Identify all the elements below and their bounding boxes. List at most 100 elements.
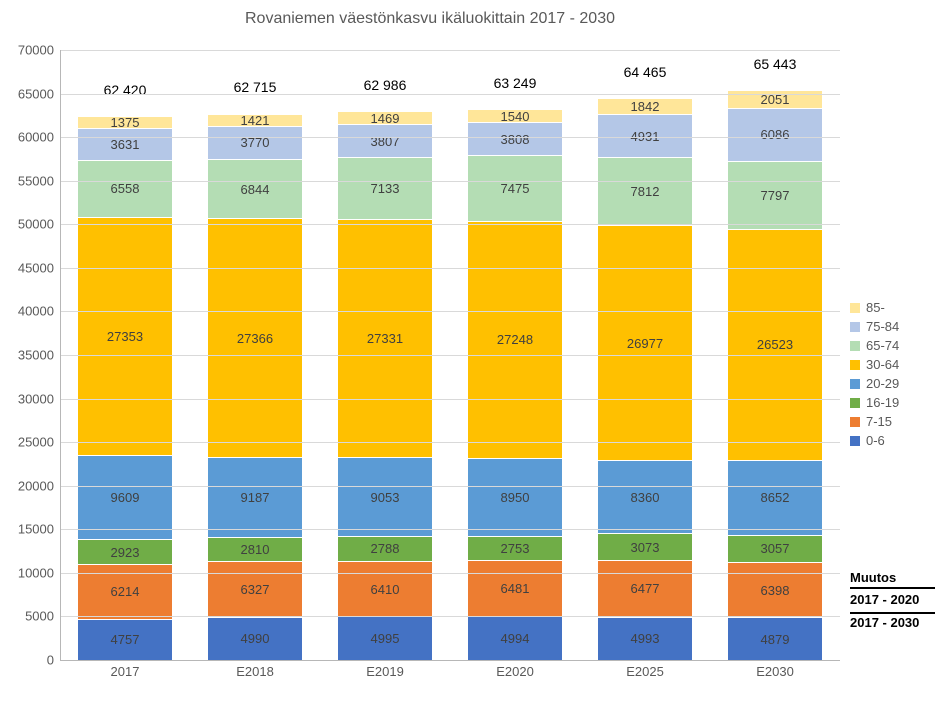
bar-segment: 3770 — [208, 126, 302, 159]
muutos-row: 2017 - 2030 — [850, 612, 935, 633]
grid-line — [60, 529, 840, 530]
bar-segment: 1469 — [338, 111, 432, 124]
bar-segment-label: 6410 — [371, 582, 400, 597]
chart-legend: 85-75-8465-7430-6420-2916-197-150-6 — [850, 300, 935, 452]
bar-segment-label: 6086 — [761, 127, 790, 142]
bar-total-label: 63 249 — [468, 75, 562, 91]
legend-swatch — [850, 360, 860, 370]
y-tick-label: 10000 — [18, 565, 54, 580]
bar-segment: 6086 — [728, 108, 822, 161]
bar-segment: 1540 — [468, 109, 562, 122]
grid-line — [60, 486, 840, 487]
bar-segment-label: 2788 — [371, 541, 400, 556]
y-tick-label: 25000 — [18, 435, 54, 450]
bar-segment-label: 2753 — [501, 541, 530, 556]
bar-segment: 4995 — [338, 616, 432, 660]
legend-item: 0-6 — [850, 433, 935, 448]
legend-item: 65-74 — [850, 338, 935, 353]
bar-segment-label: 4993 — [631, 631, 660, 646]
bar-segment: 6844 — [208, 159, 302, 219]
y-tick-label: 0 — [47, 653, 54, 668]
bar-segment: 6327 — [208, 561, 302, 616]
legend-label: 75-84 — [866, 319, 899, 334]
bar-segment-label: 4990 — [241, 631, 270, 646]
bar-segment-label: 3057 — [761, 541, 790, 556]
y-tick-label: 30000 — [18, 391, 54, 406]
bar-segment-label: 4994 — [501, 631, 530, 646]
bar-segment: 6481 — [468, 560, 562, 616]
bar-segment-label: 3807 — [371, 134, 400, 149]
bar-segment-label: 1421 — [241, 113, 270, 128]
y-tick-label: 45000 — [18, 260, 54, 275]
bar-segment-label: 6214 — [111, 584, 140, 599]
legend-swatch — [850, 303, 860, 313]
bar-segment-label: 4995 — [371, 631, 400, 646]
bar-segment: 7133 — [338, 157, 432, 219]
bar-segment: 2810 — [208, 537, 302, 561]
bar-segment-label: 7797 — [761, 188, 790, 203]
bar-segment: 4994 — [468, 616, 562, 660]
bar-segment-label: 1469 — [371, 111, 400, 126]
bar-segment-label: 3073 — [631, 540, 660, 555]
legend-label: 7-15 — [866, 414, 892, 429]
bar-segment-label: 1540 — [501, 109, 530, 124]
legend-label: 0-6 — [866, 433, 885, 448]
y-tick-label: 65000 — [18, 86, 54, 101]
bar-segment-label: 6398 — [761, 583, 790, 598]
bar-total-label: 65 443 — [728, 56, 822, 72]
y-tick-label: 35000 — [18, 348, 54, 363]
bar-segment-label: 2923 — [111, 545, 140, 560]
bar-segment: 2051 — [728, 90, 822, 108]
legend-swatch — [850, 398, 860, 408]
bar-segment-label: 9053 — [371, 490, 400, 505]
y-tick-label: 55000 — [18, 173, 54, 188]
bar-segment: 6410 — [338, 561, 432, 617]
bar-segment: 3057 — [728, 535, 822, 562]
bar-segment: 8360 — [598, 460, 692, 533]
bar-segment: 4990 — [208, 617, 302, 660]
bar-segment-label: 27248 — [497, 332, 533, 347]
bar-segment-label: 7812 — [631, 184, 660, 199]
bar-segment: 4993 — [598, 617, 692, 661]
bar-segment: 3807 — [338, 124, 432, 157]
bar-segment-label: 9187 — [241, 490, 270, 505]
bar-segment-label: 1375 — [111, 115, 140, 130]
y-tick-label: 15000 — [18, 522, 54, 537]
bar-segment: 8950 — [468, 458, 562, 536]
x-tick-label: E2025 — [580, 664, 710, 679]
bar-segment: 4879 — [728, 617, 822, 660]
grid-line — [60, 399, 840, 400]
bar-segment: 2788 — [338, 536, 432, 560]
legend-label: 16-19 — [866, 395, 899, 410]
chart-title: Rovaniemen väestönkasvu ikäluokittain 20… — [0, 10, 860, 28]
bar-segment: 7797 — [728, 161, 822, 229]
bar-segment: 1421 — [208, 114, 302, 126]
y-axis-line — [60, 50, 61, 660]
bar-segment: 26977 — [598, 225, 692, 460]
x-tick-label: E2020 — [450, 664, 580, 679]
bar-segment-label: 7475 — [501, 181, 530, 196]
x-axis-line — [60, 660, 840, 661]
y-tick-label: 5000 — [25, 609, 54, 624]
bar-segment-label: 8950 — [501, 490, 530, 505]
grid-line — [60, 224, 840, 225]
grid-line — [60, 94, 840, 95]
y-tick-label: 40000 — [18, 304, 54, 319]
chart-x-axis-labels: 2017E2018E2019E2020E2025E2030 — [60, 664, 840, 694]
grid-line — [60, 442, 840, 443]
x-tick-label: E2030 — [710, 664, 840, 679]
bar-total-label: 62 420 — [78, 82, 172, 98]
bar-total-label: 64 465 — [598, 64, 692, 80]
grid-line — [60, 181, 840, 182]
bar-segment: 27353 — [78, 217, 172, 455]
x-tick-label: E2019 — [320, 664, 450, 679]
bar-segment: 7812 — [598, 157, 692, 225]
bar-segment-label: 27366 — [237, 331, 273, 346]
grid-line — [60, 573, 840, 574]
y-tick-label: 50000 — [18, 217, 54, 232]
bar-segment: 3631 — [78, 128, 172, 160]
bar-segment: 9187 — [208, 457, 302, 537]
legend-swatch — [850, 341, 860, 351]
legend-item: 30-64 — [850, 357, 935, 372]
bar-segment-label: 26977 — [627, 336, 663, 351]
